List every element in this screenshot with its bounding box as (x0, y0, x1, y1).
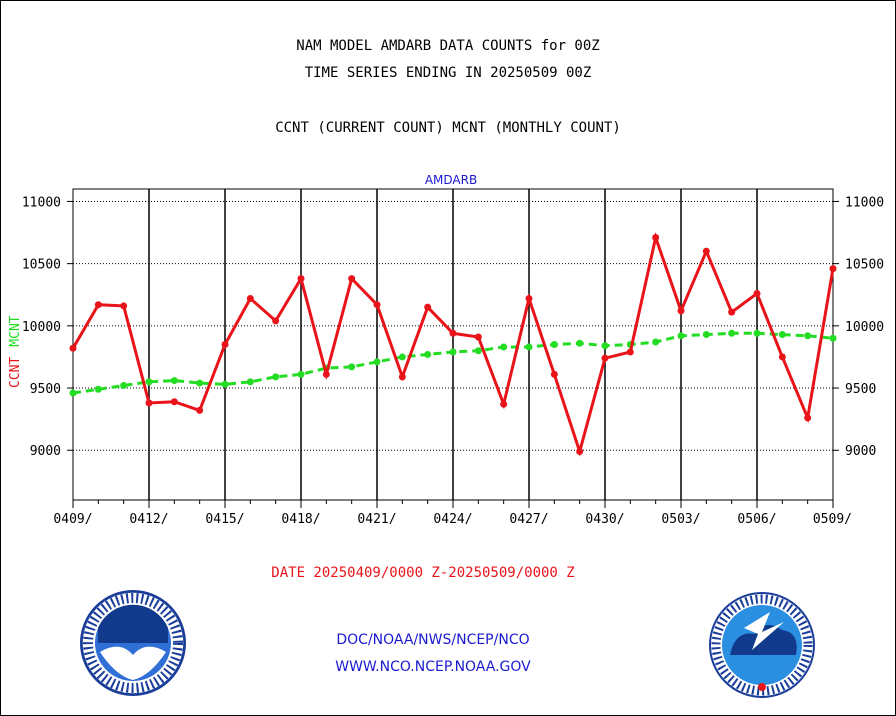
x-tick-label: 0427/ (509, 512, 548, 527)
point-ccnt (728, 308, 736, 316)
point-mcnt (221, 380, 229, 388)
x-tick-label: 0409/ (53, 512, 92, 527)
point-mcnt (348, 363, 356, 371)
x-tick-label: 0506/ (737, 512, 776, 527)
y-tick-label-left: 10500 (22, 258, 61, 273)
point-ccnt (246, 294, 254, 302)
point-mcnt (297, 370, 305, 378)
chart-title-line3: CCNT (CURRENT COUNT) MCNT (MONTHLY COUNT… (275, 120, 621, 136)
point-mcnt (804, 332, 812, 340)
org-path-text: DOC/NOAA/NWS/NCEP/NCO (336, 632, 530, 648)
x-tick-label: 0418/ (281, 512, 320, 527)
point-ccnt (804, 414, 812, 422)
point-ccnt (196, 406, 204, 414)
point-mcnt (69, 389, 77, 397)
point-ccnt (677, 307, 685, 315)
point-mcnt (576, 339, 584, 347)
point-ccnt (322, 370, 330, 378)
y-tick-label-right: 10000 (845, 320, 884, 335)
point-mcnt (373, 358, 381, 366)
date-range-label: DATE 20250409/0000 Z-20250509/0000 Z (271, 565, 575, 581)
point-ccnt (424, 303, 432, 311)
chart-title-line1: NAM MODEL AMDARB DATA COUNTS for 00Z (296, 38, 600, 54)
point-ccnt (601, 354, 609, 362)
point-ccnt (474, 333, 482, 341)
point-ccnt (120, 302, 128, 310)
website-link[interactable]: WWW.NCO.NCEP.NOAA.GOV (335, 659, 531, 675)
point-ccnt (94, 301, 102, 309)
y-axis-label-ccnt: CCNT (8, 357, 23, 388)
x-tick-label: 0509/ (813, 512, 852, 527)
x-tick-label: 0424/ (433, 512, 472, 527)
point-ccnt (170, 398, 178, 406)
point-ccnt (297, 275, 305, 283)
point-ccnt (221, 341, 229, 348)
x-tick-label: 0412/ (129, 512, 168, 527)
point-ccnt (145, 399, 153, 407)
y-tick-label-right: 10500 (845, 258, 884, 273)
y-tick-label-right: 9000 (845, 444, 876, 459)
point-ccnt (449, 329, 457, 337)
x-tick-label: 0430/ (585, 512, 624, 527)
point-mcnt (778, 331, 786, 339)
chart-title-line2: TIME SERIES ENDING IN 20250509 00Z (304, 65, 592, 81)
point-ccnt (829, 265, 837, 273)
y-tick-label-right: 9500 (845, 382, 876, 397)
point-ccnt (550, 370, 558, 378)
y-tick-label-left: 9000 (30, 444, 61, 459)
y-tick-label-right: 11000 (845, 195, 884, 210)
point-mcnt (550, 341, 558, 348)
point-mcnt (601, 342, 609, 350)
point-mcnt (474, 347, 482, 355)
point-mcnt (525, 343, 533, 351)
point-mcnt (94, 385, 102, 393)
plot-subtitle: AMDARB (425, 173, 477, 187)
point-mcnt (449, 348, 457, 356)
x-tick-label: 0421/ (357, 512, 396, 527)
point-mcnt (728, 329, 736, 337)
point-ccnt (778, 353, 786, 361)
point-ccnt (398, 373, 406, 381)
point-mcnt (677, 332, 685, 340)
point-mcnt (120, 382, 128, 390)
y-axis-label-mcnt: MCNT (8, 315, 23, 346)
point-ccnt (500, 400, 508, 408)
point-mcnt (170, 377, 178, 385)
x-tick-label: 0415/ (205, 512, 244, 527)
point-ccnt (373, 301, 381, 309)
point-mcnt (702, 331, 710, 339)
point-mcnt (753, 329, 761, 337)
point-ccnt (576, 447, 584, 455)
point-mcnt (829, 334, 837, 342)
y-tick-label-left: 10000 (22, 320, 61, 335)
point-ccnt (753, 289, 761, 297)
point-ccnt (272, 317, 280, 325)
y-axis-label: CCNT MCNT (8, 315, 23, 388)
point-ccnt (348, 275, 356, 283)
x-tick-label: 0503/ (661, 512, 700, 527)
point-mcnt (500, 343, 508, 351)
y-tick-label-left: 11000 (22, 195, 61, 210)
point-mcnt (145, 378, 153, 386)
point-mcnt (424, 350, 432, 358)
y-tick-label-left: 9500 (30, 382, 61, 397)
point-ccnt (626, 348, 634, 356)
point-mcnt (196, 379, 204, 387)
point-mcnt (652, 338, 660, 346)
point-mcnt (246, 378, 254, 386)
point-ccnt (525, 294, 533, 302)
point-ccnt (702, 247, 710, 255)
point-ccnt (652, 234, 660, 242)
point-mcnt (398, 353, 406, 361)
point-ccnt (69, 344, 77, 352)
point-mcnt (272, 373, 280, 381)
